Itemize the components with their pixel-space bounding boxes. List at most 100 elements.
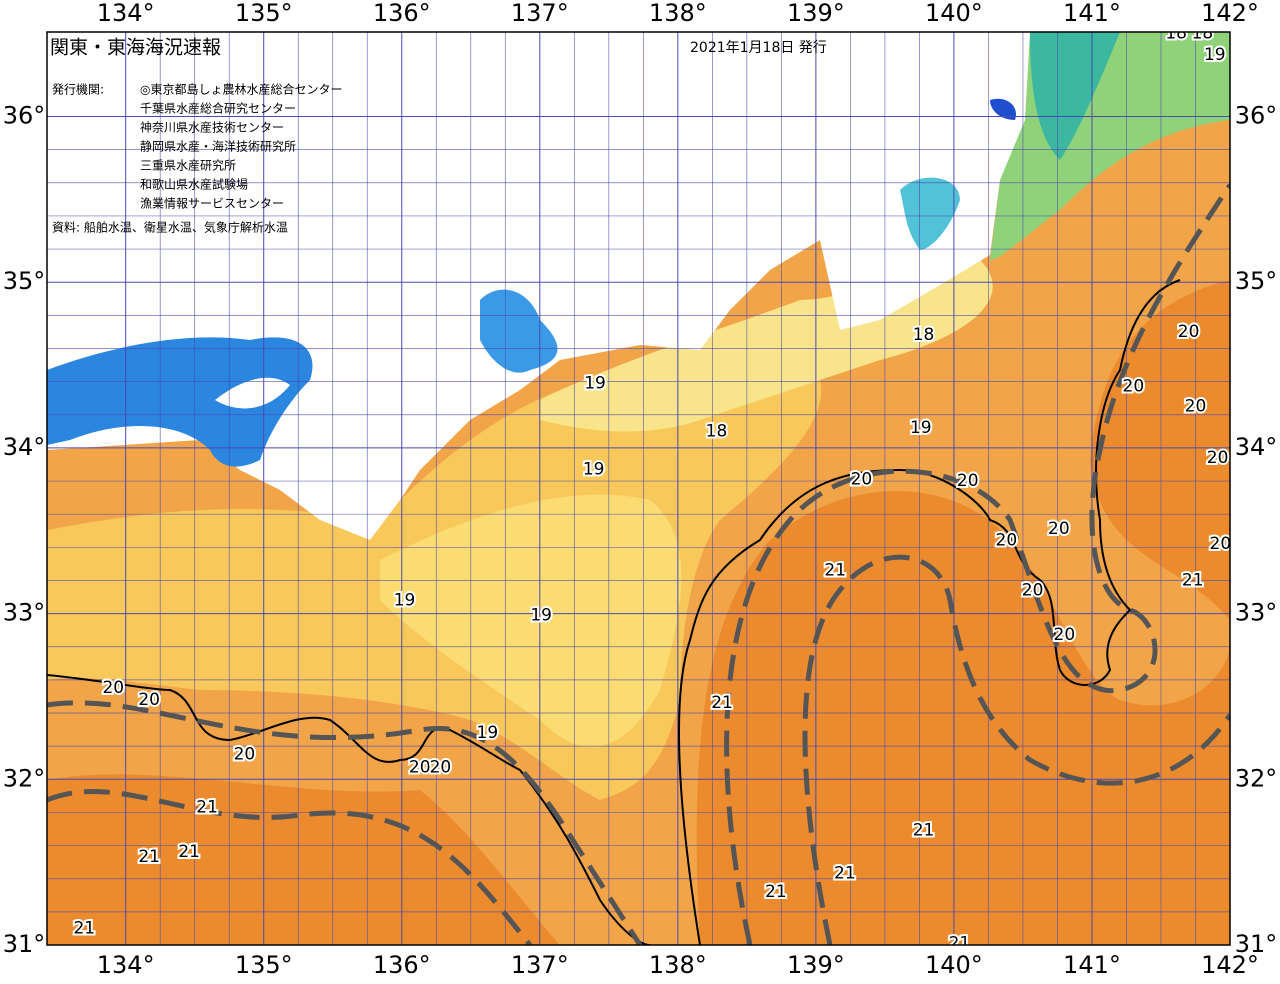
contour-label: 21 — [711, 693, 733, 713]
x-tick-label: 140° — [925, 951, 983, 979]
contour-label: 21 — [138, 847, 160, 867]
contour-label: 20 — [1210, 534, 1232, 554]
contour-label: 20 — [957, 471, 979, 491]
lake — [990, 98, 1016, 120]
x-tick-label: 135° — [235, 951, 293, 979]
x-tick-label: 142° — [1201, 0, 1259, 27]
y-tick-label: 35° — [3, 267, 46, 295]
contour-label: 19 — [910, 418, 932, 438]
title: 関東・東海海況速報 — [50, 37, 221, 59]
contour-label: 20 — [138, 690, 160, 710]
x-tick-label: 135° — [235, 0, 293, 27]
isotherm — [47, 674, 651, 945]
axes: 134° 134° 135° 135° 136° 136° 137° 137° 138° 138°… — [3, 0, 1278, 979]
current-axis — [724, 183, 1230, 945]
agency: 漁業情報サービスセンター — [140, 197, 284, 211]
contour-label: 20 — [1178, 322, 1200, 342]
contour-label: 21 — [178, 842, 200, 862]
contour-label: 20 — [1048, 519, 1070, 539]
source: 資料: 船舶水温、衛星水温、気象庁解析水温 — [52, 220, 288, 235]
y-tick-label: 33° — [3, 599, 46, 627]
agency: ◎東京都島しょ農林水産総合センター — [140, 82, 342, 97]
x-tick-label: 141° — [1063, 0, 1121, 27]
contour-label: 18 — [706, 421, 728, 441]
contour-label: 21 — [824, 561, 846, 581]
y-tick-label: 34° — [1235, 433, 1278, 461]
x-tick-label: 140° — [925, 0, 983, 27]
contour-label: 21 — [949, 933, 971, 953]
current-axis — [802, 554, 1230, 945]
contour-label: 20 — [1054, 625, 1076, 645]
contour-label: 18 — [1165, 24, 1187, 44]
ise-bay — [480, 289, 558, 373]
contour-label: 20 — [234, 744, 256, 764]
contour-label: 21 — [73, 918, 95, 938]
date: 2021年1月18日 発行 — [690, 40, 827, 56]
contour-label: 19 — [530, 605, 552, 625]
contour-label: 20 — [1022, 580, 1044, 600]
contour-label: 20 — [430, 758, 452, 778]
contour-label: 20 — [1185, 396, 1207, 416]
contour-label: 20 — [409, 758, 431, 778]
y-tick-label: 34° — [3, 433, 46, 461]
agency: 神奈川県水産技術センター — [140, 120, 284, 135]
x-tick-label: 136° — [373, 0, 431, 27]
island — [215, 377, 290, 409]
agency: 和歌山県水産試験場 — [140, 177, 248, 192]
x-tick-label: 137° — [511, 951, 569, 979]
x-tick-label: 134° — [97, 0, 155, 27]
contour-label: 19 — [584, 373, 606, 393]
contour-label: 20 — [851, 469, 873, 489]
y-tick-label: 33° — [1235, 599, 1278, 627]
land — [47, 32, 1030, 540]
y-tick-label: 36° — [3, 102, 46, 130]
y-tick-label: 32° — [1235, 764, 1278, 792]
contour-label: 20 — [1207, 448, 1229, 468]
contour-label: 18 — [1192, 24, 1214, 44]
y-tick-label: 31° — [3, 930, 46, 958]
contour-label: 20 — [102, 678, 124, 698]
grid — [47, 32, 1230, 945]
x-tick-label: 138° — [649, 0, 707, 27]
x-tick-label: 139° — [787, 951, 845, 979]
x-tick-label: 141° — [1063, 951, 1121, 979]
y-tick-label: 36° — [1235, 102, 1278, 130]
agencies-label: 発行機関: — [52, 82, 104, 97]
contour-label: 19 — [477, 723, 499, 743]
contour-label: 20 — [996, 531, 1018, 551]
isotherms — [47, 279, 1181, 945]
cool-zone — [380, 494, 682, 748]
isotherm — [678, 279, 1181, 945]
y-tick-label: 31° — [1235, 930, 1278, 958]
x-tick-label: 136° — [373, 951, 431, 979]
current-axes — [47, 183, 1230, 945]
contour-label: 21 — [1182, 570, 1204, 590]
current-axis — [47, 700, 643, 945]
cold-zone — [1030, 32, 1120, 160]
contour-label: 21 — [913, 821, 935, 841]
agency: 千葉県水産総合研究センター — [140, 101, 296, 116]
contour-label: 21 — [834, 864, 856, 884]
inland-sea — [47, 337, 313, 467]
agency: 静岡県水産・海洋技術研究所 — [140, 139, 296, 154]
contour-label: 21 — [196, 797, 218, 817]
agency: 三重県水産研究所 — [140, 158, 236, 173]
x-tick-label: 134° — [97, 951, 155, 979]
contour-label: 19 — [394, 590, 416, 610]
contour-label: 20 — [1123, 377, 1145, 397]
y-tick-label: 32° — [3, 764, 46, 792]
x-tick-label: 142° — [1201, 951, 1259, 979]
warm-zone — [47, 774, 560, 945]
x-tick-label: 137° — [511, 0, 569, 27]
contour-label: 21 — [765, 882, 787, 902]
contour-label: 19 — [1204, 45, 1226, 65]
contour-label: 19 — [583, 459, 605, 479]
agencies: ◎東京都島しょ農林水産総合センター千葉県水産総合研究センター神奈川県水産技術セン… — [140, 82, 342, 211]
x-tick-label: 138° — [649, 951, 707, 979]
map-frame — [46, 31, 1231, 946]
contour-label: 18 — [913, 325, 935, 345]
x-tick-label: 139° — [787, 0, 845, 27]
y-tick-label: 35° — [1235, 267, 1278, 295]
